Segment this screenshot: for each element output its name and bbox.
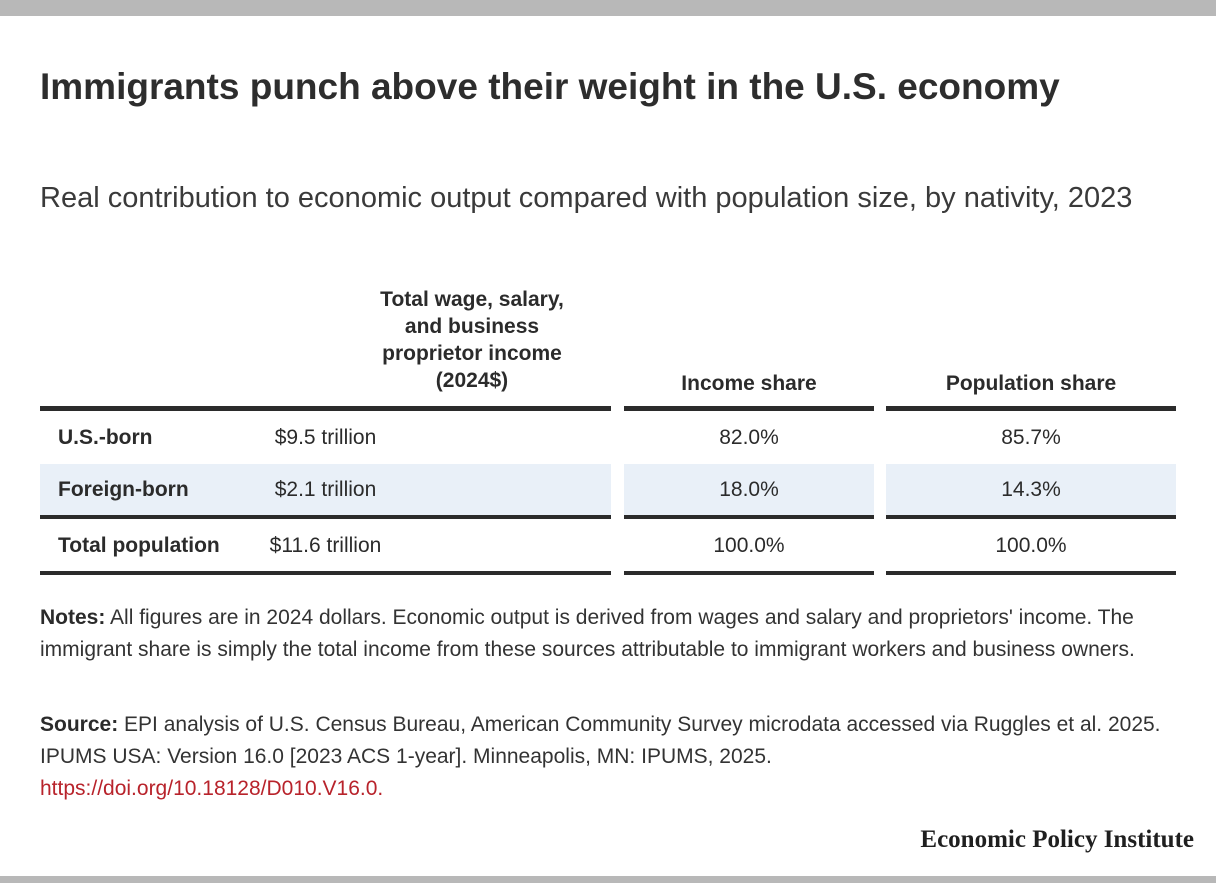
bottom-rule-3 — [886, 571, 1176, 575]
row-shade-2 — [624, 464, 874, 515]
source-text: EPI analysis of U.S. Census Bureau, Amer… — [40, 713, 1161, 768]
source-link[interactable]: https://doi.org/10.18128/D010.V16.0. — [40, 777, 384, 800]
row-shade-1 — [40, 464, 611, 515]
row-label: Foreign-born — [58, 478, 189, 501]
notes-label: Notes: — [40, 606, 106, 629]
row-shade-3 — [886, 464, 1176, 515]
total-rule-3 — [886, 515, 1176, 519]
notes-text: All figures are in 2024 dollars. Economi… — [40, 606, 1135, 661]
chart-title: Immigrants punch above their weight in t… — [40, 66, 1060, 107]
cell-income: $9.5 trillion — [274, 426, 377, 449]
cell-population-share: 100.0% — [995, 534, 1067, 557]
total-rule-2 — [624, 515, 874, 519]
bottom-rule-2 — [624, 571, 874, 575]
cell-income-share: 82.0% — [719, 426, 779, 449]
header-income: Total wage, salary, and business proprie… — [380, 288, 564, 392]
row-label: Total population — [58, 534, 220, 557]
cell-income-share: 18.0% — [719, 478, 779, 501]
header-rule-1 — [40, 406, 611, 411]
top-frame-bar — [0, 0, 1216, 16]
notes: Notes: All figures are in 2024 dollars. … — [40, 602, 1180, 666]
total-rule-1 — [40, 515, 611, 519]
data-table: Total wage, salary, and business proprie… — [40, 286, 1176, 578]
source-label: Source: — [40, 713, 119, 736]
cell-population-share: 14.3% — [1001, 478, 1061, 501]
bottom-rule-1 — [40, 571, 611, 575]
header-population-share: Population share — [945, 372, 1117, 395]
cell-population-share: 85.7% — [1001, 426, 1061, 449]
cell-income: $2.1 trillion — [274, 478, 377, 501]
bottom-frame-bar — [0, 876, 1216, 883]
header-rule-3 — [886, 406, 1176, 411]
brand-logo: Economic Policy Institute — [920, 826, 1194, 853]
header-rule-2 — [624, 406, 874, 411]
chart-subtitle: Real contribution to economic output com… — [40, 182, 1133, 214]
header-income-share: Income share — [681, 372, 817, 395]
cell-income-share: 100.0% — [713, 534, 785, 557]
cell-income: $11.6 trillion — [269, 534, 382, 557]
row-label: U.S.-born — [58, 426, 153, 449]
source: Source: EPI analysis of U.S. Census Bure… — [40, 709, 1180, 805]
